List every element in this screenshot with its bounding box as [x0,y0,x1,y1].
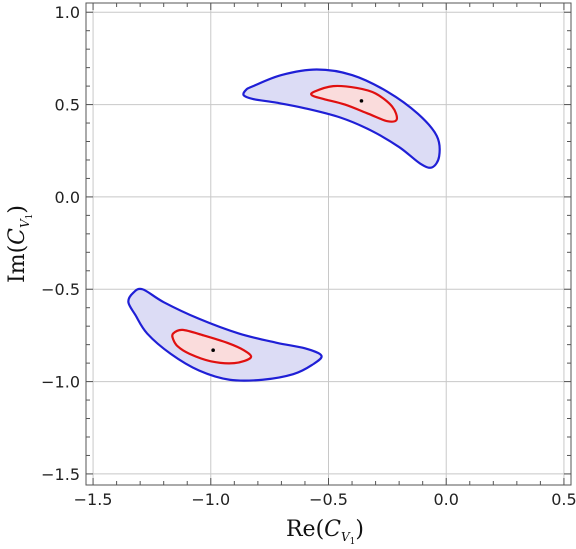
x-tick-label: −1.5 [74,490,113,509]
y-tick-label: 0.5 [55,96,80,115]
best-fit-point-1 [359,99,364,103]
outer-contour-1 [242,68,441,169]
x-axis-label-sub: V [341,530,351,544]
tick-labels: −1.5 −1.0 −0.5 0.0 0.5 −1.5 −1.0 −0.5 0.0 0.5 1.0 [41,3,576,509]
y-tick-label: −0.5 [41,280,80,299]
x-tick-label: −1.0 [191,490,230,509]
x-axis-label-suffix: ) [355,517,364,542]
inner-contour-1 [310,84,399,123]
y-tick-label: −1.0 [41,373,80,392]
y-axis-label-prefix: Im( [5,245,30,283]
x-axis-label-prefix: Re( [286,517,324,542]
x-tick-label: 0.5 [551,490,576,509]
inner-contour-2 [171,328,253,365]
y-tick-label: −1.5 [41,465,80,484]
confidence-regions [127,68,441,382]
axis-ticks [86,3,571,485]
x-tick-label: −0.5 [309,490,348,509]
x-axis-label-var: C [324,517,341,542]
y-axis-label-suffix: ) [5,205,30,214]
y-axis-label-subsub: 1 [25,214,35,220]
outer-contour-2 [127,287,323,382]
y-axis-label-var: C [5,228,30,245]
x-axis-label-subsub: 1 [350,537,356,547]
y-axis-label: Im(CV1) [5,205,35,283]
y-tick-label: 0.0 [55,188,80,207]
y-axis-label-sub: V [18,218,32,228]
x-tick-label: 0.0 [433,490,458,509]
x-axis-label: Re(CV1) [286,517,364,547]
best-fit-point-2 [211,348,215,352]
y-tick-label: 1.0 [55,3,80,22]
